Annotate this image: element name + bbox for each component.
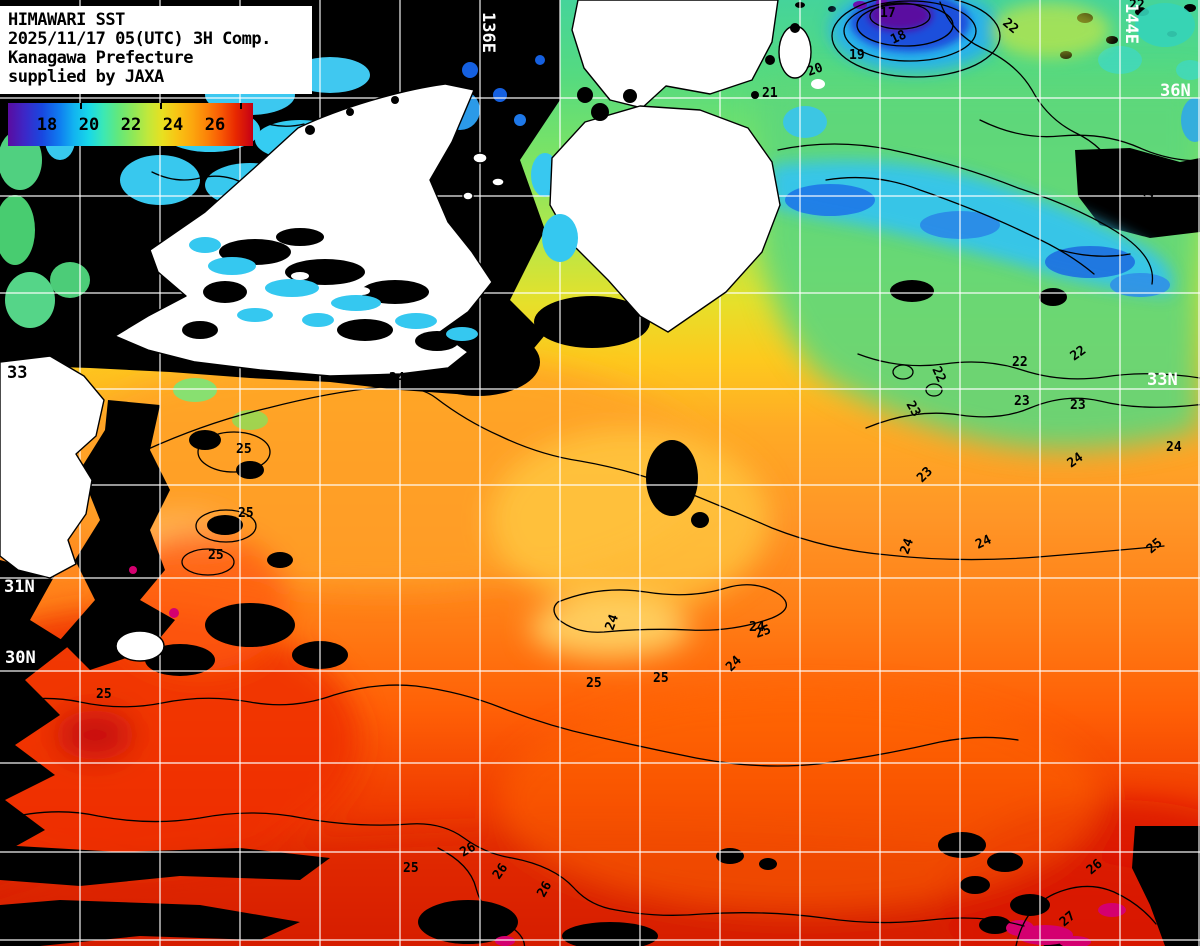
axis-labels: 136E 144E 36N 33N 33 31N 30N — [4, 3, 1191, 668]
colorbar-tick-18: 18 — [36, 114, 58, 135]
colorbar-notch — [160, 103, 162, 109]
header-region: Kanagawa Prefecture — [8, 48, 193, 68]
header-datetime: 2025/11/17 05(UTC) 3H Comp. — [8, 29, 271, 49]
axis-label: 144E — [1121, 3, 1141, 44]
contour-label: 21 — [762, 86, 778, 101]
contour-label: 18 — [888, 27, 909, 47]
contour-label: 24 — [1065, 450, 1087, 471]
colorbar: 18 20 22 24 26 — [8, 103, 253, 146]
contour-label: 26 — [490, 861, 511, 883]
colorbar-notch — [80, 103, 82, 109]
header-title: HIMAWARI SST — [8, 10, 125, 30]
axis-label: 30N — [5, 648, 36, 668]
header-box: HIMAWARI SST 2025/11/17 05(UTC) 3H Comp.… — [0, 6, 312, 94]
contour-label: 25 — [653, 671, 669, 686]
contour-label: 23 — [903, 399, 924, 420]
contour-label: 22 — [1129, 0, 1145, 13]
colorbar-notch — [240, 103, 242, 109]
contour-label: 26 — [458, 840, 479, 861]
contour-label: 25 — [208, 548, 224, 563]
contour-label: 19 — [849, 48, 865, 63]
contour-label: 25 — [238, 506, 254, 521]
axis-label: 136E — [478, 12, 498, 53]
contour-label: 25 — [403, 861, 419, 876]
contour-label: 25 — [236, 442, 252, 457]
contour-label: 24 — [749, 620, 765, 635]
contour-label: 24 — [973, 532, 994, 552]
contour-label: 25 — [96, 687, 112, 702]
contour-label: 26 — [495, 912, 514, 931]
contour-label: 25 — [586, 676, 602, 691]
axis-label: 33 — [7, 363, 27, 383]
contour-label: 24 — [898, 536, 918, 556]
contour-label: 20 — [805, 60, 825, 80]
contour-label: 24 — [1166, 440, 1182, 455]
colorbar-tick-26: 26 — [204, 114, 226, 135]
inland-sea-detail — [182, 23, 825, 351]
header-credit: supplied by JAXA — [8, 67, 164, 87]
colorbar-tick-22: 22 — [120, 114, 142, 135]
axis-label: 36N — [1160, 81, 1191, 101]
contour-label: 26 — [534, 879, 555, 900]
contour-label: 22 — [928, 364, 948, 385]
contour-label: 23 — [1070, 398, 1086, 413]
contour-label: 22 — [1068, 343, 1089, 364]
contour-label: 24 — [389, 371, 405, 386]
colorbar-tick-20: 20 — [78, 114, 100, 135]
contour-label: 25 — [753, 622, 773, 641]
contour-label: 21 — [1139, 189, 1158, 208]
axis-label: 33N — [1147, 370, 1178, 390]
contour-label: 23 — [1014, 394, 1030, 409]
contour-label: 24 — [603, 612, 623, 632]
axis-label: 31N — [4, 577, 35, 597]
contour-label: 22 — [1012, 355, 1028, 370]
contour-label: 17 — [880, 6, 896, 21]
colorbar-tick-24: 24 — [162, 114, 184, 135]
